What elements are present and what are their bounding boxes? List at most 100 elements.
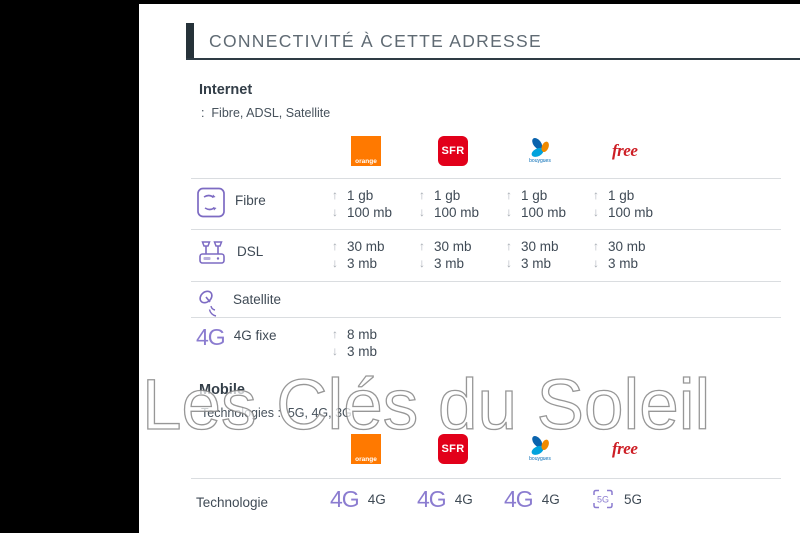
up-arrow-icon: ↑ bbox=[419, 188, 425, 202]
download-speed: 3 mb bbox=[521, 256, 552, 271]
tech-cell-sfr: 4G 4G bbox=[417, 487, 504, 511]
download-speed: 100 mb bbox=[608, 205, 654, 220]
up-arrow-icon: ↑ bbox=[332, 239, 338, 253]
free-logo-label: free bbox=[612, 141, 638, 160]
row-label-satellite: Satellite bbox=[233, 292, 282, 307]
speed-cell-fibre-orange: ↑ ↓ 1 gb 100 mb bbox=[330, 179, 417, 229]
free-logo-label: free bbox=[612, 439, 638, 458]
internet-section-heading: Internet bbox=[199, 82, 253, 98]
up-arrow-icon: ↑ bbox=[506, 239, 512, 253]
upload-speed: 30 mb bbox=[434, 239, 472, 254]
upload-speed: 8 mb bbox=[347, 327, 378, 342]
row-label-technologie: Technologie bbox=[196, 495, 269, 510]
technology-value: 4G bbox=[541, 491, 560, 507]
bouygues-logo-label: bouygues bbox=[529, 456, 551, 462]
4g-icon: 4G bbox=[330, 486, 360, 512]
4g-icon: 4G bbox=[504, 486, 534, 512]
free-logo: free bbox=[591, 434, 678, 468]
upload-speed: 1 gb bbox=[434, 188, 461, 203]
connectivity-panel: CONNECTIVITÉ À CETTE ADRESSE Internet : … bbox=[139, 4, 800, 533]
fibre-icon bbox=[197, 187, 225, 218]
orange-logo: orange bbox=[330, 434, 417, 468]
speed-cell-fibre-free: ↑ ↓ 1 gb 100 mb bbox=[591, 179, 678, 229]
row-label-dsl: DSL bbox=[237, 244, 264, 259]
up-arrow-icon: ↑ bbox=[593, 188, 599, 202]
down-arrow-icon: ↓ bbox=[332, 256, 338, 270]
upload-speed: 30 mb bbox=[608, 239, 646, 254]
sfr-logo: SFR bbox=[417, 136, 504, 170]
mobile-subtitle: Technologies : 5G, 4G, 3G bbox=[201, 406, 352, 420]
up-arrow-icon: ↑ bbox=[332, 188, 338, 202]
orange-logo: orange bbox=[330, 136, 417, 170]
upload-speed: 1 gb bbox=[608, 188, 635, 203]
sfr-logo: SFR bbox=[417, 434, 504, 468]
upload-speed: 30 mb bbox=[521, 239, 559, 254]
down-arrow-icon: ↓ bbox=[593, 256, 599, 270]
technology-value: 5G bbox=[624, 491, 643, 507]
free-logo: free bbox=[591, 136, 678, 170]
down-arrow-icon: ↓ bbox=[593, 205, 599, 219]
bouygues-logo: bouygues bbox=[504, 136, 591, 170]
technology-value: 4G bbox=[367, 491, 386, 507]
4g-icon: 4G bbox=[417, 486, 447, 512]
satellite-icon bbox=[199, 290, 217, 317]
speed-cell-dsl-bouygues: ↑ ↓ 30 mb 3 mb bbox=[504, 230, 591, 281]
page-title: CONNECTIVITÉ À CETTE ADRESSE bbox=[209, 31, 542, 51]
down-arrow-icon: ↓ bbox=[332, 344, 338, 358]
download-speed: 100 mb bbox=[434, 205, 480, 220]
speed-cell-fibre-sfr: ↑ ↓ 1 gb 100 mb bbox=[417, 179, 504, 229]
download-speed: 3 mb bbox=[608, 256, 639, 271]
sfr-logo-label: SFR bbox=[441, 443, 465, 455]
speed-cell-dsl-orange: ↑ ↓ 30 mb 3 mb bbox=[330, 230, 417, 281]
speed-cell-dsl-free: ↑ ↓ 30 mb 3 mb bbox=[591, 230, 678, 281]
internet-subtitle: : Fibre, ADSL, Satellite bbox=[201, 106, 331, 120]
download-speed: 100 mb bbox=[521, 205, 567, 220]
sfr-logo-label: SFR bbox=[441, 145, 465, 157]
down-arrow-icon: ↓ bbox=[506, 205, 512, 219]
upload-speed: 1 gb bbox=[521, 188, 548, 203]
down-arrow-icon: ↓ bbox=[419, 205, 425, 219]
svg-text:5G: 5G bbox=[597, 495, 609, 505]
orange-logo-label: orange bbox=[355, 456, 377, 463]
upload-speed: 30 mb bbox=[347, 239, 385, 254]
download-speed: 100 mb bbox=[347, 205, 393, 220]
dsl-icon bbox=[199, 241, 225, 264]
bouygues-logo-icon bbox=[531, 436, 549, 455]
tech-cell-orange: 4G 4G bbox=[330, 487, 417, 511]
title-accent-bar bbox=[186, 23, 194, 60]
table-row-satellite: Satellite bbox=[191, 281, 781, 317]
speed-cell-4gfixe-orange: ↑ ↓ 8 mb 3 mb bbox=[330, 318, 417, 368]
mobile-section-heading: Mobile bbox=[199, 382, 245, 398]
bouygues-logo: bouygues bbox=[504, 434, 591, 468]
row-label-4g-fixe: 4G fixe bbox=[233, 328, 277, 343]
technology-value: 4G bbox=[454, 491, 473, 507]
up-arrow-icon: ↑ bbox=[419, 239, 425, 253]
speed-cell-dsl-sfr: ↑ ↓ 30 mb 3 mb bbox=[417, 230, 504, 281]
4g-icon: 4G bbox=[196, 324, 226, 350]
bouygues-logo-label: bouygues bbox=[529, 158, 551, 164]
down-arrow-icon: ↓ bbox=[506, 256, 512, 270]
table-row-4g-fixe: 4G 4G fixe ↑ ↓ 8 mb 3 mb bbox=[191, 317, 781, 368]
tech-cell-bouygues: 4G 4G bbox=[504, 487, 591, 511]
technology-row: Technologie 4G 4G 4G 4G 4G 4G 5G 5G bbox=[191, 478, 781, 511]
up-arrow-icon: ↑ bbox=[332, 327, 338, 341]
speed-cell-fibre-bouygues: ↑ ↓ 1 gb 100 mb bbox=[504, 179, 591, 229]
upload-speed: 1 gb bbox=[347, 188, 374, 203]
table-row-fibre: Fibre ↑ ↓ 1 gb 100 mb ↑ ↓ 1 gb 100 mb ↑ ↓ 1 g… bbox=[191, 178, 781, 229]
download-speed: 3 mb bbox=[434, 256, 465, 271]
download-speed: 3 mb bbox=[347, 344, 378, 359]
down-arrow-icon: ↓ bbox=[419, 256, 425, 270]
down-arrow-icon: ↓ bbox=[332, 205, 338, 219]
5g-icon: 5G bbox=[593, 489, 613, 509]
tech-cell-free: 5G 5G bbox=[591, 487, 678, 511]
up-arrow-icon: ↑ bbox=[593, 239, 599, 253]
provider-logos-row-mobile: orange SFR bouygues free bbox=[191, 434, 781, 468]
bouygues-logo-icon bbox=[531, 138, 549, 157]
download-speed: 3 mb bbox=[347, 256, 378, 271]
row-label-fibre: Fibre bbox=[235, 193, 266, 208]
internet-table: Fibre ↑ ↓ 1 gb 100 mb ↑ ↓ 1 gb 100 mb ↑ ↓ 1 g… bbox=[191, 178, 781, 368]
title-underline bbox=[186, 58, 800, 60]
provider-logos-row-internet: orange SFR bouygues free bbox=[191, 136, 781, 170]
up-arrow-icon: ↑ bbox=[506, 188, 512, 202]
